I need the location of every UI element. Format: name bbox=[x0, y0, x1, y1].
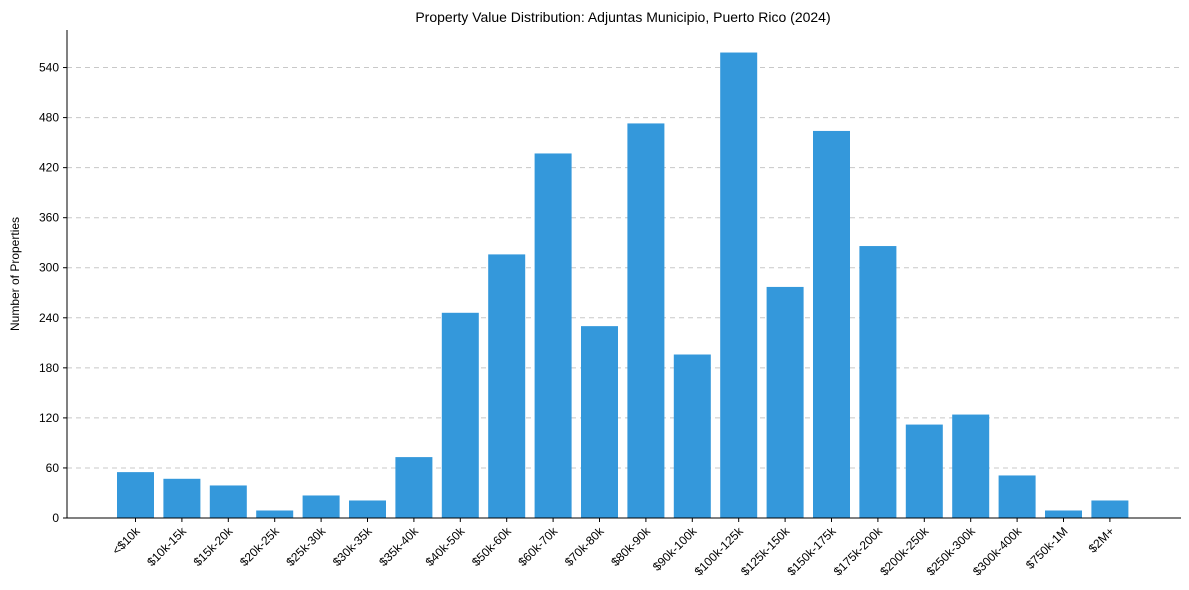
x-tick-label: $30k-35k bbox=[330, 524, 376, 570]
x-tick-label: $300k-400k bbox=[970, 524, 1025, 579]
y-tick-label: 60 bbox=[46, 461, 60, 475]
chart-title: Property Value Distribution: Adjuntas Mu… bbox=[415, 9, 830, 25]
x-tick-label: $40k-50k bbox=[423, 524, 469, 570]
bar bbox=[349, 500, 386, 518]
x-tick-label: $15k-20k bbox=[191, 524, 237, 570]
x-ticks: <$10k $10k-15k $15k-20k $20k-25k $25k-30k $30… bbox=[109, 518, 1117, 578]
x-tick-label: $35k-40k bbox=[376, 524, 422, 570]
bar bbox=[952, 414, 990, 518]
y-tick-label: 180 bbox=[39, 361, 59, 375]
x-tick-label: $70k-80k bbox=[562, 524, 608, 570]
bar bbox=[395, 457, 433, 518]
y-tick-label: 120 bbox=[39, 411, 59, 425]
y-tick-label: 240 bbox=[39, 311, 59, 325]
y-tick-label: 300 bbox=[39, 261, 59, 275]
x-tick-label: $50k-60k bbox=[469, 524, 515, 570]
bar bbox=[859, 246, 897, 519]
bar bbox=[441, 312, 479, 518]
axes bbox=[66, 30, 1181, 519]
bar bbox=[163, 478, 201, 518]
x-tick-label: $60k-70k bbox=[515, 524, 561, 570]
bar bbox=[581, 326, 618, 518]
x-tick-label: <$10k bbox=[109, 524, 143, 558]
bar bbox=[534, 153, 572, 518]
bar bbox=[813, 130, 850, 518]
y-tick-label: 540 bbox=[39, 61, 59, 75]
x-tick-label: $25k-30k bbox=[283, 524, 329, 570]
x-tick-label: $10k-15k bbox=[144, 524, 190, 570]
bar bbox=[673, 354, 711, 518]
y-tick-label: 360 bbox=[39, 211, 59, 225]
bar bbox=[117, 472, 154, 518]
bar bbox=[488, 254, 526, 518]
x-tick-label: $750k-1M bbox=[1023, 524, 1071, 572]
x-tick-label: $80k-90k bbox=[608, 524, 654, 570]
bar bbox=[302, 495, 340, 518]
bar bbox=[256, 510, 294, 518]
y-ticks: 0 60 120 180 240 300 360 420 480 540 bbox=[39, 61, 67, 525]
bar bbox=[1091, 500, 1129, 518]
bar bbox=[720, 52, 758, 519]
grid-lines bbox=[67, 67, 1181, 469]
bar bbox=[905, 424, 943, 518]
x-tick-label: $20k-25k bbox=[237, 524, 283, 570]
y-tick-label: 0 bbox=[52, 511, 59, 525]
y-tick-label: 480 bbox=[39, 111, 59, 125]
y-axis-label: Number of Properties bbox=[8, 217, 22, 331]
bar bbox=[766, 286, 804, 518]
bar bbox=[998, 475, 1036, 518]
bars bbox=[117, 52, 1129, 519]
bar bbox=[1045, 510, 1082, 518]
y-tick-label: 420 bbox=[39, 161, 59, 175]
x-tick-label: $2M+ bbox=[1086, 524, 1117, 555]
bar bbox=[209, 485, 247, 518]
bar bbox=[627, 123, 665, 518]
